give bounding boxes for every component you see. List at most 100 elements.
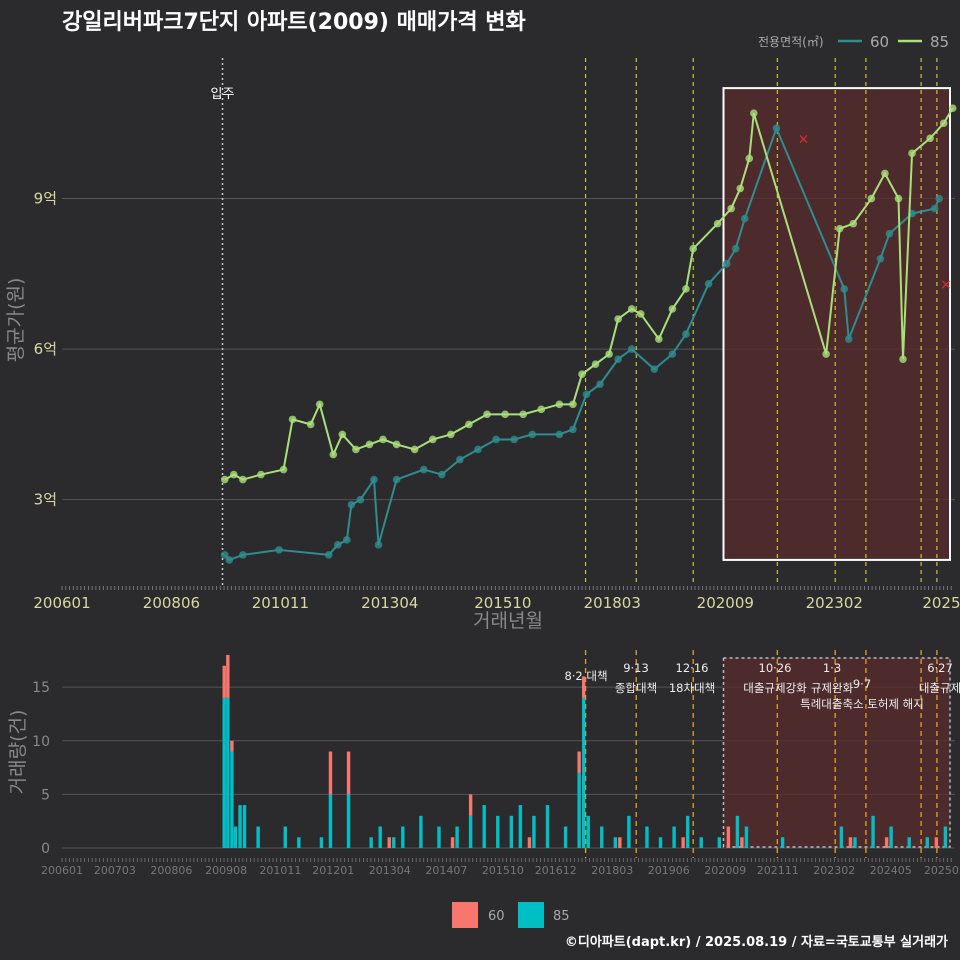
vol-bar-60: [740, 837, 744, 848]
policy-annotation: 규제완화: [811, 681, 854, 695]
vol-bar-85: [222, 697, 226, 848]
legend-label-60: 60: [870, 33, 889, 51]
data-point-85: [668, 305, 677, 313]
data-point-60: [935, 194, 943, 203]
vol-bar-85: [233, 826, 238, 848]
vol-bar-85: [600, 826, 604, 848]
vol-bar-85: [532, 815, 536, 848]
vol-bar-60: [387, 837, 391, 848]
vol-bar-85: [369, 837, 373, 848]
vol-x-tick-label: 202009: [704, 864, 746, 877]
vol-bar-60: [328, 751, 333, 795]
vol-bar-85: [401, 826, 405, 848]
vol-y-tick-label: 10: [32, 734, 50, 750]
vol-x-tick-label: 201510: [482, 864, 524, 877]
policy-annotation: 8·2 대책: [564, 669, 607, 683]
y-axis-title: 평균가(원): [5, 278, 27, 363]
vol-bar-85: [238, 805, 242, 848]
data-point-85: [578, 370, 586, 379]
vol-bar-60: [681, 837, 685, 848]
data-point-85: [899, 355, 907, 363]
data-point-60: [438, 470, 446, 479]
policy-annotation: 9·13: [623, 661, 649, 675]
vol-bar-85: [226, 697, 230, 848]
data-point-85: [329, 450, 338, 459]
x-tick-label: 201011: [252, 594, 309, 612]
data-point-85: [689, 244, 698, 253]
data-point-85: [428, 435, 437, 444]
vol-bar-85: [699, 837, 703, 848]
x-tick-label: 201803: [584, 594, 641, 612]
data-point-85: [220, 475, 229, 484]
vol-bar-85: [581, 697, 586, 848]
vol-x-tick-label: 201906: [648, 864, 690, 877]
vol-x-tick-label: 201201: [312, 864, 354, 877]
vol-x-tick-label: 200908: [205, 864, 247, 877]
data-point-85: [365, 440, 374, 449]
vol-y-tick-label: 5: [41, 787, 50, 803]
policy-annotation: 대출규제: [919, 681, 960, 695]
vol-bar-60: [222, 665, 226, 698]
vol-bar-60: [884, 837, 889, 848]
policy-annotation: 10·26: [759, 661, 792, 675]
vol-x-tick-label: 201803: [591, 864, 633, 877]
data-point-85: [465, 420, 473, 429]
data-point-85: [569, 400, 577, 409]
vol-bar-85: [482, 805, 486, 848]
vol-bar-60: [581, 676, 586, 698]
data-point-85: [555, 400, 564, 409]
data-point-85: [591, 360, 600, 368]
data-point-60: [456, 455, 464, 464]
policy-annotation: 종합대책: [615, 681, 657, 695]
data-point-60: [324, 551, 333, 559]
vol-bar-60: [226, 655, 230, 698]
price-panel: 3억 6억 9억 입주 200601 200806 201011 201304 201510 20…: [5, 58, 960, 632]
x-marker: ×: [798, 131, 810, 147]
data-point-85: [306, 420, 315, 429]
vol-bar-85: [871, 815, 875, 848]
data-point-60: [596, 380, 604, 389]
vol-bar-85: [613, 837, 618, 848]
vol-bar-85: [586, 815, 590, 848]
data-point-85: [627, 305, 636, 313]
vol-bar-85: [328, 794, 333, 848]
data-point-85: [279, 465, 288, 474]
x-tick-label: 202009: [697, 594, 754, 612]
x-marker: ×: [940, 277, 952, 293]
data-point-85: [894, 194, 903, 203]
data-point-85: [537, 405, 546, 414]
data-point-60: [370, 475, 378, 484]
vol-bar-85: [780, 837, 785, 848]
highlight-box: [722, 87, 951, 561]
data-point-85: [939, 119, 948, 128]
x-tick-label: 201510: [474, 594, 531, 612]
vol-bar-60: [726, 826, 731, 848]
data-point-60: [510, 435, 518, 444]
series-line-60: [224, 125, 941, 562]
data-point-85: [239, 475, 247, 484]
vol-bar-85: [419, 815, 423, 848]
data-point-85: [483, 410, 491, 419]
data-point-60: [627, 345, 636, 353]
data-point-60: [555, 430, 564, 439]
vol-bar-85: [545, 805, 550, 848]
vol-bar-85: [889, 826, 893, 848]
vol-bar-85: [518, 805, 523, 848]
data-point-85: [749, 109, 758, 118]
data-point-85: [392, 440, 401, 449]
data-point-85: [713, 219, 722, 228]
vol-bar-85: [496, 815, 500, 848]
data-point-60: [225, 556, 234, 564]
move-in-label: 입주: [211, 87, 235, 102]
vol-bar-85: [509, 815, 514, 848]
data-point-85: [410, 445, 419, 454]
data-point-60: [731, 244, 740, 253]
vol-bar-85: [297, 837, 301, 848]
data-point-85: [338, 430, 347, 439]
vol-x-tick-label: 200601: [41, 864, 83, 877]
vol-legend-label-85: 85: [553, 909, 570, 924]
policy-annotation: 18차대책: [669, 681, 715, 695]
data-point-60: [474, 445, 482, 454]
x-axis-title: 거래년월: [473, 610, 543, 632]
data-point-60: [840, 285, 849, 293]
